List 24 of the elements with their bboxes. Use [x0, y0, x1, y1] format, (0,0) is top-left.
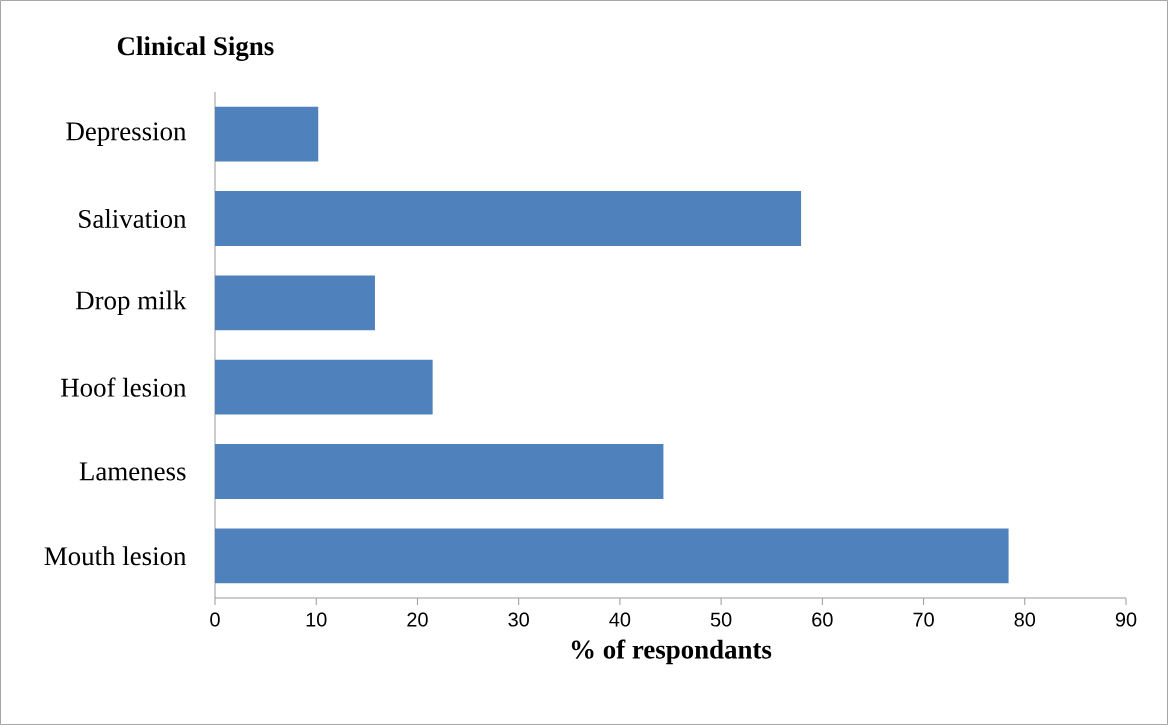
chart-title: Clinical Signs: [117, 36, 274, 61]
bar: [215, 191, 802, 246]
bar: [215, 528, 1009, 584]
y-tick-label: Drop milk: [75, 290, 187, 316]
bar: [215, 359, 433, 415]
x-tick-label: 30: [508, 612, 529, 627]
x-tick-label: 40: [609, 612, 631, 627]
x-tick-label: 60: [812, 612, 833, 627]
y-tick-label: Salivation: [79, 209, 187, 228]
bar: [215, 106, 319, 162]
bar: [215, 275, 375, 331]
x-tick-label: 70: [913, 612, 934, 627]
x-tick-label: 0: [210, 612, 220, 627]
x-tick-label: 20: [407, 612, 428, 627]
x-tick-label: 10: [306, 612, 327, 627]
x-tick-label: 80: [1014, 612, 1036, 627]
x-axis-title: % of respondants: [571, 639, 772, 665]
y-tick-label: Depression: [66, 122, 187, 146]
y-tick-label: Hoof lesion: [61, 377, 187, 397]
x-tick-label: 50: [710, 612, 732, 627]
y-tick-label: Lameness: [79, 462, 186, 481]
x-tick-label: 90: [1115, 612, 1137, 627]
bar: [215, 444, 664, 499]
y-tick-label: Mouth lesion: [44, 546, 187, 566]
